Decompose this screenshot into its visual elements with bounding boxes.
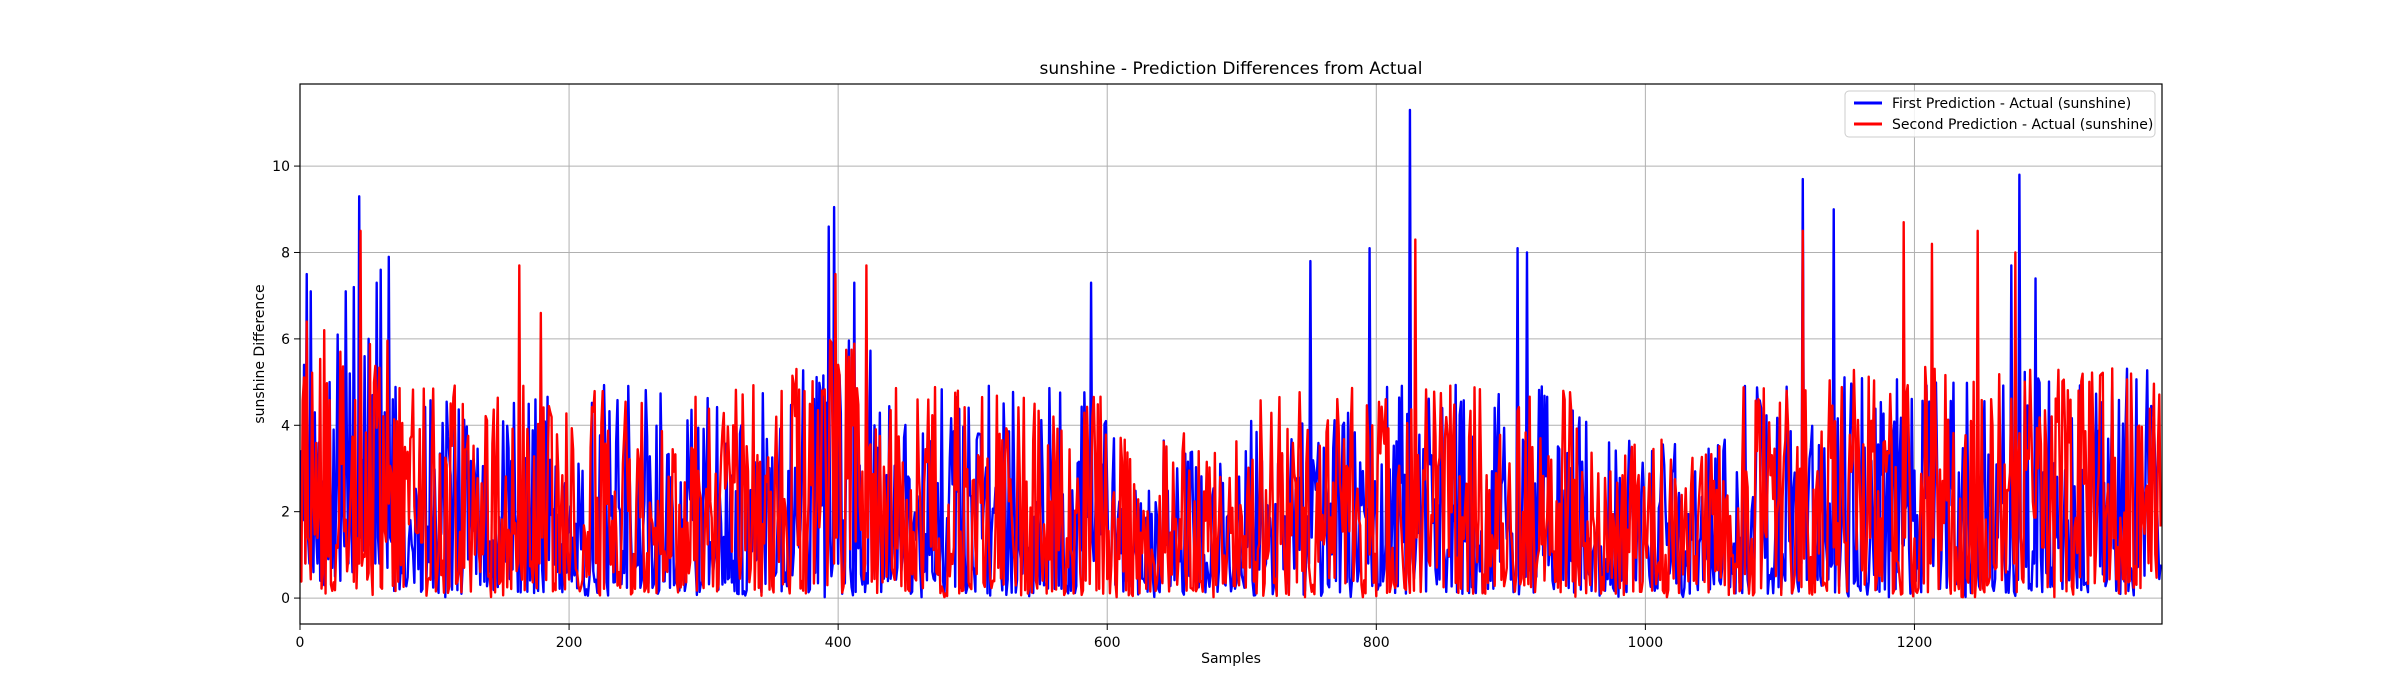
x-tick-label: 400 xyxy=(825,635,852,651)
x-tick-label: 1200 xyxy=(1897,635,1933,651)
plot-area-frame xyxy=(299,83,2163,625)
y-tick-label: 10 xyxy=(272,159,290,175)
x-axis-label: Samples xyxy=(1201,651,1261,667)
series-layer xyxy=(300,108,2162,599)
y-tick-label: 0 xyxy=(281,591,290,607)
x-tick-label: 0 xyxy=(296,635,305,651)
y-tick-label: 8 xyxy=(281,245,290,261)
series-line-second-prediction xyxy=(300,221,2162,599)
y-axis-ticks: 0 2 4 6 8 10 xyxy=(272,159,300,607)
y-tick-label: 2 xyxy=(281,505,290,521)
x-tick-label: 800 xyxy=(1363,635,1390,651)
y-axis-label: sunshine Difference xyxy=(252,284,268,423)
chart-title: sunshine - Prediction Differences from A… xyxy=(1040,59,1423,79)
series-line-first-prediction xyxy=(300,108,2162,599)
legend-box xyxy=(1844,90,2156,138)
y-tick-label: 4 xyxy=(281,418,290,434)
x-tick-label: 1000 xyxy=(1628,635,1664,651)
legend-label-second: Second Prediction - Actual (sunshine) xyxy=(1892,117,2153,133)
y-tick-label: 6 xyxy=(281,332,290,348)
legend: First Prediction - Actual (sunshine) Sec… xyxy=(1844,90,2156,138)
legend-label-first: First Prediction - Actual (sunshine) xyxy=(1892,96,2131,112)
x-tick-label: 200 xyxy=(556,635,583,651)
x-axis-ticks: 0 200 400 600 800 1000 1200 xyxy=(296,624,1933,651)
x-tick-label: 600 xyxy=(1094,635,1121,651)
